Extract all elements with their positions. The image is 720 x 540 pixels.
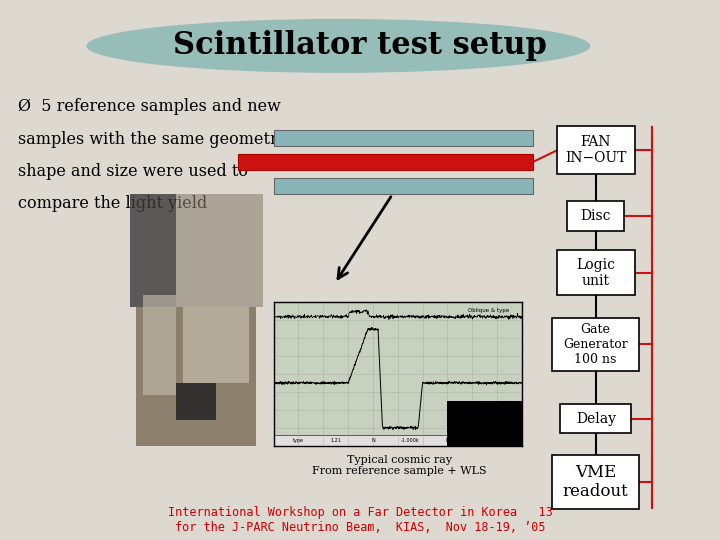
Bar — [176, 383, 216, 420]
Text: 1.21: 1.21 — [330, 437, 341, 443]
Text: Ø  5 reference samples and new: Ø 5 reference samples and new — [18, 98, 281, 115]
Text: 1k.001: 1k.001 — [477, 437, 493, 443]
Text: shape and size were used to: shape and size were used to — [18, 163, 248, 180]
FancyBboxPatch shape — [557, 250, 635, 295]
Text: International Workshop on a Far Detector in Korea   13
for the J-PARC Neutrino B: International Workshop on a Far Detector… — [168, 505, 552, 534]
Text: samples with the same geometrical: samples with the same geometrical — [18, 131, 307, 147]
Bar — [448, 401, 522, 446]
Bar — [143, 295, 176, 395]
Text: -1.000k: -1.000k — [401, 437, 420, 443]
Text: Disc: Disc — [580, 209, 611, 223]
Bar — [274, 178, 533, 194]
FancyBboxPatch shape — [567, 201, 624, 231]
FancyBboxPatch shape — [552, 455, 639, 509]
Bar — [176, 194, 263, 307]
Text: VME
readout: VME readout — [562, 464, 629, 500]
Bar — [274, 130, 533, 146]
Text: Oblique & type: Oblique & type — [468, 308, 510, 313]
Text: Delay: Delay — [576, 411, 616, 426]
Bar — [136, 307, 256, 446]
Text: type: type — [293, 437, 304, 443]
Bar — [183, 307, 250, 383]
Text: Logic
unit: Logic unit — [576, 258, 616, 288]
Text: FAN
IN−OUT: FAN IN−OUT — [565, 135, 626, 165]
Bar — [238, 154, 533, 170]
Text: Gate
Generator
100 ns: Gate Generator 100 ns — [563, 323, 628, 366]
Text: Typical cosmic ray
From reference sample + WLS: Typical cosmic ray From reference sample… — [312, 455, 487, 476]
Ellipse shape — [86, 19, 590, 73]
Text: compare the light yield: compare the light yield — [18, 195, 207, 212]
FancyBboxPatch shape — [552, 318, 639, 371]
Bar — [274, 435, 522, 446]
Bar — [130, 194, 176, 307]
Text: N: N — [371, 437, 375, 443]
FancyBboxPatch shape — [557, 126, 635, 174]
Text: M: M — [446, 437, 449, 443]
Text: Scintillator test setup: Scintillator test setup — [173, 30, 547, 62]
FancyBboxPatch shape — [560, 404, 631, 433]
